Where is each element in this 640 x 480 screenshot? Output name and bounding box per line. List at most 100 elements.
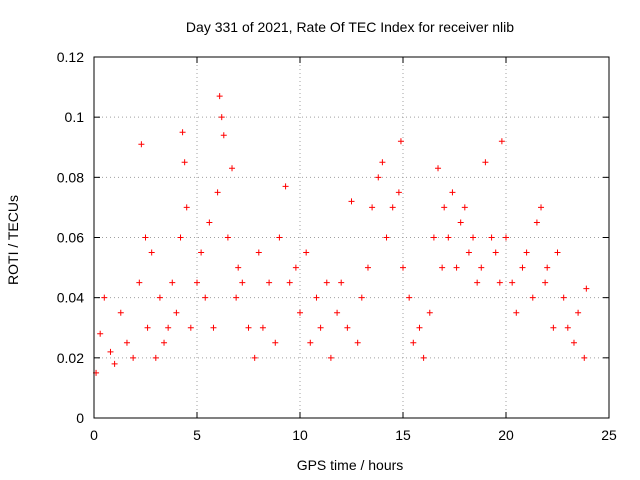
data-point — [529, 294, 536, 301]
data-point — [152, 354, 159, 361]
data-point — [313, 294, 320, 301]
data-point — [235, 264, 242, 271]
x-tick-label: 15 — [395, 427, 411, 443]
chart-title: Day 331 of 2021, Rate Of TEC Index for r… — [186, 19, 514, 35]
data-point — [538, 204, 545, 211]
data-point — [344, 324, 351, 331]
data-point — [465, 249, 472, 256]
x-axis-label: GPS time / hours — [297, 457, 404, 473]
data-point — [482, 159, 489, 166]
data-point — [198, 249, 205, 256]
data-point — [560, 294, 567, 301]
data-point — [519, 264, 526, 271]
data-point — [101, 294, 108, 301]
data-point — [266, 279, 273, 286]
x-tick-label: 20 — [498, 427, 514, 443]
data-point — [496, 279, 503, 286]
data-point — [348, 198, 355, 205]
data-point — [449, 189, 456, 196]
data-point — [323, 279, 330, 286]
data-point — [245, 324, 252, 331]
data-point — [550, 324, 557, 331]
data-point — [327, 354, 334, 361]
x-tick-label: 0 — [90, 427, 98, 443]
data-point — [136, 279, 143, 286]
data-point — [181, 159, 188, 166]
data-point — [364, 264, 371, 271]
data-point — [334, 309, 341, 316]
data-point — [142, 234, 149, 241]
data-point — [461, 204, 468, 211]
data-point — [492, 249, 499, 256]
data-point — [303, 249, 310, 256]
data-point — [255, 249, 262, 256]
data-point — [169, 279, 176, 286]
data-point — [583, 285, 590, 292]
data-point — [218, 114, 225, 121]
data-point — [575, 309, 582, 316]
data-point — [148, 249, 155, 256]
data-point — [498, 138, 505, 145]
data-point — [544, 264, 551, 271]
data-point — [202, 294, 209, 301]
data-point — [161, 339, 168, 346]
data-point — [292, 264, 299, 271]
data-point — [420, 354, 427, 361]
data-point — [307, 339, 314, 346]
data-point — [564, 324, 571, 331]
data-point — [581, 354, 588, 361]
data-point — [369, 204, 376, 211]
data-point — [216, 93, 223, 100]
data-point — [317, 324, 324, 331]
x-tick-label: 25 — [601, 427, 617, 443]
data-point — [513, 309, 520, 316]
data-point — [251, 354, 258, 361]
data-point — [375, 174, 382, 181]
data-point — [435, 165, 442, 172]
data-point — [111, 360, 118, 367]
y-tick-label: 0.06 — [57, 230, 84, 246]
data-point — [354, 339, 361, 346]
data-point — [107, 348, 114, 355]
data-point — [430, 234, 437, 241]
data-point — [416, 324, 423, 331]
data-point — [395, 189, 402, 196]
data-point — [457, 219, 464, 226]
grid-lines — [94, 57, 609, 418]
data-point — [224, 234, 231, 241]
data-point — [239, 279, 246, 286]
data-point — [229, 165, 236, 172]
data-point — [542, 279, 549, 286]
data-point — [338, 279, 345, 286]
data-point — [138, 141, 145, 148]
data-point — [156, 294, 163, 301]
data-point — [453, 264, 460, 271]
data-point — [554, 249, 561, 256]
y-tick-label: 0.02 — [57, 350, 84, 366]
y-tick-label: 0.04 — [57, 290, 84, 306]
data-point — [397, 138, 404, 145]
data-point — [177, 234, 184, 241]
data-point — [441, 204, 448, 211]
data-point — [286, 279, 293, 286]
data-point — [183, 204, 190, 211]
data-point — [509, 279, 516, 286]
axis-ticks: 0 5 10 15 20 25 0 0.02 0.04 0.06 0.08 0.1 0.12 — [57, 49, 617, 443]
data-point — [470, 234, 477, 241]
y-tick-label: 0.12 — [57, 49, 84, 65]
data-point — [282, 183, 289, 190]
data-point — [97, 330, 104, 337]
data-point — [478, 264, 485, 271]
data-points — [93, 93, 590, 376]
y-axis-label: ROTI / TECUs — [5, 195, 21, 285]
data-point — [439, 264, 446, 271]
data-point — [445, 234, 452, 241]
data-point — [210, 324, 217, 331]
data-point — [117, 309, 124, 316]
data-point — [389, 204, 396, 211]
data-point — [488, 234, 495, 241]
data-point — [426, 309, 433, 316]
data-point — [144, 324, 151, 331]
data-point — [503, 234, 509, 241]
